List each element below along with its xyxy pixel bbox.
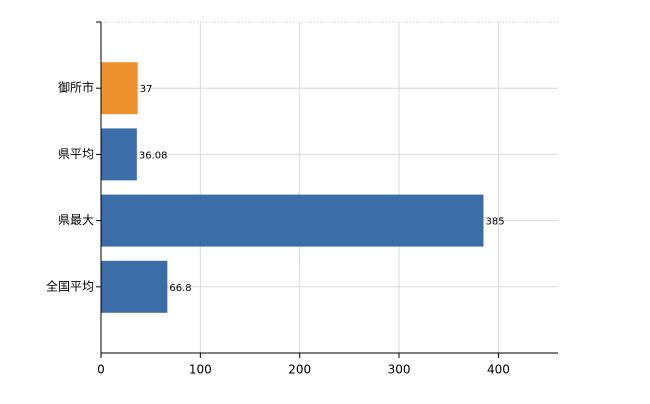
y-tick-label: 御所市 bbox=[58, 80, 94, 95]
value-label: 37 bbox=[140, 84, 153, 95]
x-tick-label: 300 bbox=[388, 363, 411, 377]
y-tick-label: 県最大 bbox=[58, 213, 94, 227]
value-label: 36.08 bbox=[139, 150, 168, 161]
y-tick-label: 県平均 bbox=[58, 147, 94, 161]
value-label: 385 bbox=[485, 217, 504, 228]
value-label: 66.8 bbox=[169, 283, 191, 294]
y-tick-label: 全国平均 bbox=[46, 278, 94, 293]
bar bbox=[101, 128, 137, 181]
x-tick-label: 0 bbox=[97, 363, 105, 377]
bar bbox=[101, 194, 484, 247]
bar bbox=[101, 62, 138, 115]
x-tick-label: 100 bbox=[189, 363, 212, 377]
x-tick-label: 400 bbox=[487, 363, 510, 377]
x-tick-label: 200 bbox=[288, 363, 311, 377]
bar bbox=[101, 260, 168, 313]
